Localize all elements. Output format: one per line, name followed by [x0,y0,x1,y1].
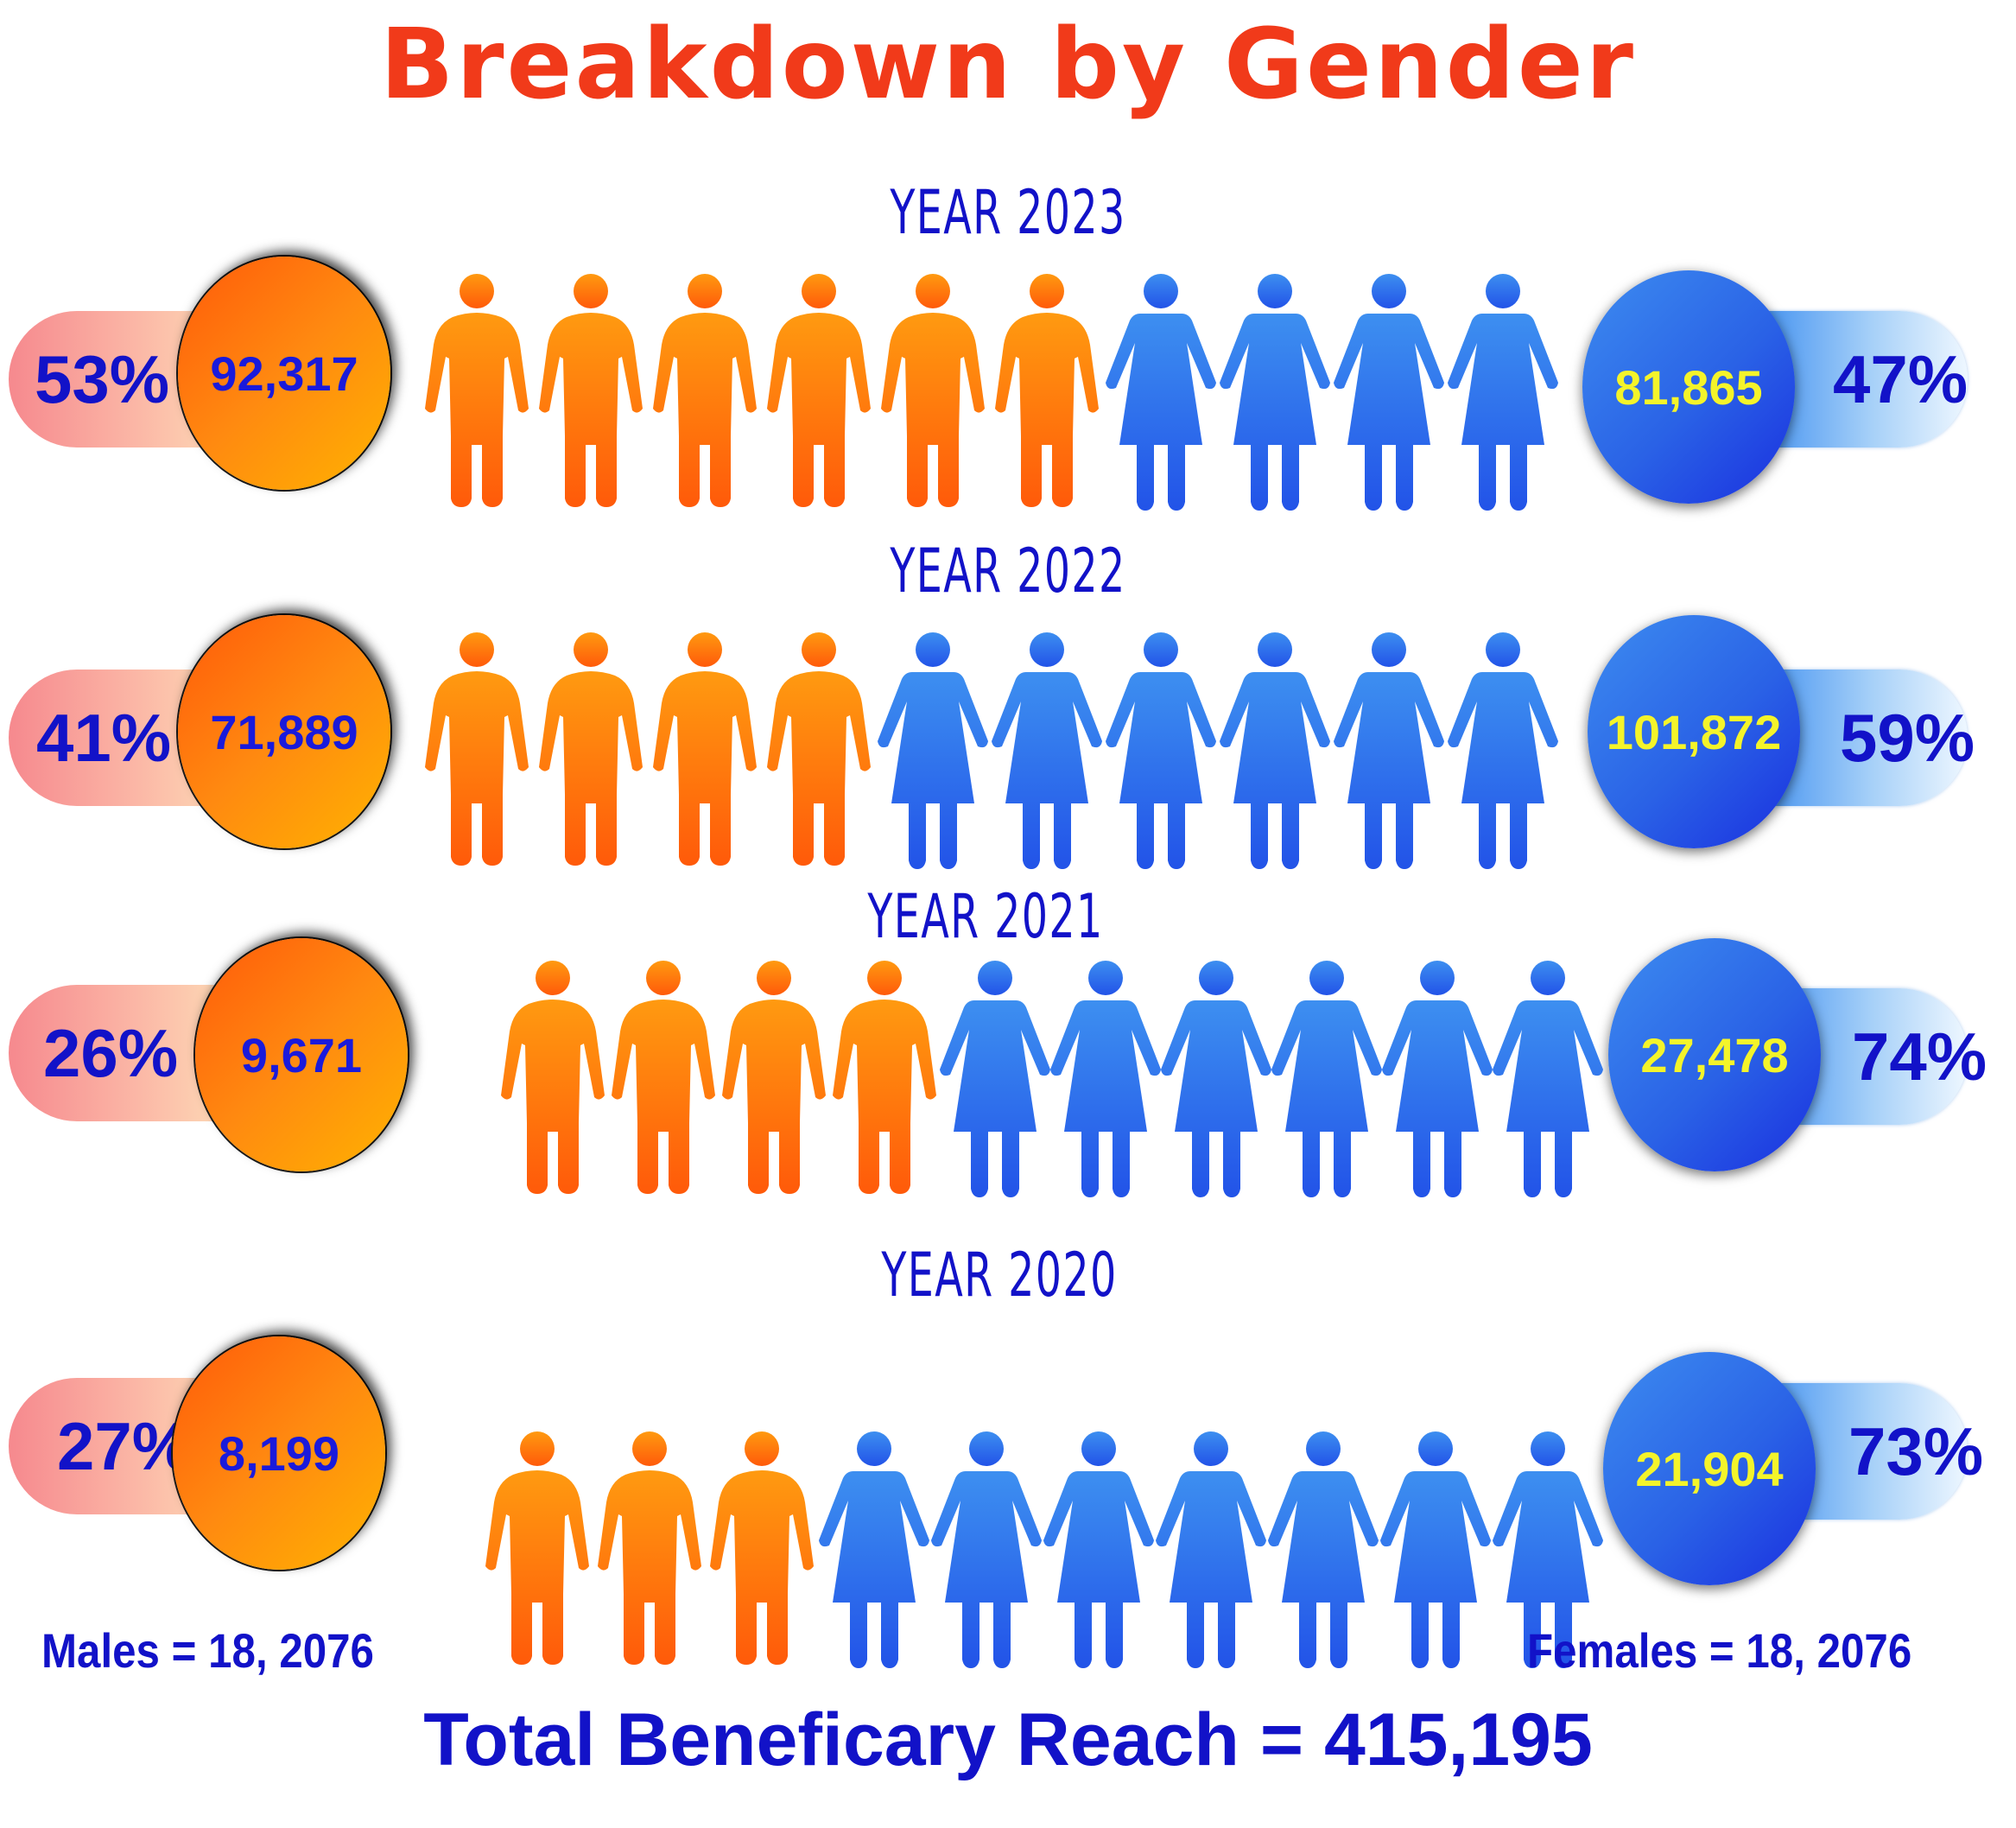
female-value-circle: 27,478 [1608,938,1821,1171]
pictogram-figures [0,881,2016,1227]
male-value-circle: 8,199 [173,1336,385,1570]
man-figure-icon [722,961,826,1194]
man-figure-icon [881,274,985,507]
woman-figure-icon [1268,1431,1379,1668]
year-row-2022: YEAR 2022 41% 59% 71,889 101,872 [0,536,2016,881]
man-figure-icon [425,274,529,507]
man-figure-icon [653,632,757,866]
female-value: 27,478 [1640,1027,1789,1082]
male-percent: 26% [43,1015,179,1091]
males-total: Males = 18, 2076 [41,1623,374,1678]
male-value-circle: 92,317 [178,257,390,490]
man-figure-icon [710,1431,814,1665]
year-label: YEAR 2022 [890,536,1126,606]
man-figure-icon [485,1431,589,1665]
chart-title: Breakdown by Gender [379,9,1637,121]
total-beneficiary-reach: Total Beneficary Reach = 415,195 [423,1698,1593,1781]
year-row-2020: YEAR 2020 27% 73% 8,199 21,904 [0,1240,2016,1668]
female-percent: 73% [1848,1413,1984,1489]
woman-figure-icon [1448,632,1558,869]
year-label: YEAR 2023 [890,177,1126,248]
man-figure-icon [653,274,757,507]
pictogram-figures [0,177,2016,523]
woman-figure-icon [1156,1431,1266,1668]
man-figure-icon [425,632,529,866]
year-row-2021: YEAR 2021 26% 74% 9,671 27,478 [0,881,2016,1227]
woman-figure-icon [1334,632,1444,869]
male-value-circle: 9,671 [195,938,408,1171]
male-value: 71,889 [210,704,358,759]
woman-figure-icon [1271,961,1382,1197]
woman-figure-icon [878,632,988,869]
man-figure-icon [539,274,643,507]
woman-figure-icon [940,961,1050,1197]
male-percent: 53% [35,341,170,417]
female-percent: 47% [1833,341,1968,417]
man-figure-icon [612,961,715,1194]
male-value: 9,671 [240,1027,363,1082]
female-value: 101,872 [1606,704,1782,759]
male-value: 92,317 [210,346,358,401]
female-value-circle: 21,904 [1603,1352,1816,1585]
woman-figure-icon [1334,274,1444,511]
female-value-circle: 81,865 [1582,270,1795,504]
man-figure-icon [501,961,605,1194]
man-figure-icon [767,632,871,866]
female-value: 81,865 [1614,359,1763,415]
woman-figure-icon [1050,961,1161,1197]
male-value-circle: 71,889 [178,615,390,848]
male-percent: 27% [57,1408,193,1484]
woman-figure-icon [1493,1431,1603,1668]
woman-figure-icon [992,632,1102,869]
man-figure-icon [539,632,643,866]
male-value: 8,199 [218,1425,340,1481]
females-total: Females = 18, 2076 [1527,1623,1912,1678]
man-figure-icon [995,274,1099,507]
year-label: YEAR 2020 [881,1240,1118,1311]
woman-figure-icon [1493,961,1603,1197]
woman-figure-icon [1220,274,1330,511]
male-percent: 41% [36,700,172,776]
pictogram-figures [0,1240,2016,1668]
woman-figure-icon [819,1431,929,1668]
woman-figure-icon [931,1431,1042,1668]
woman-figure-icon [1043,1431,1154,1668]
woman-figure-icon [1380,1431,1491,1668]
woman-figure-icon [1220,632,1330,869]
man-figure-icon [833,961,936,1194]
woman-figure-icon [1161,961,1271,1197]
female-percent: 74% [1852,1019,1987,1095]
female-percent: 59% [1840,700,1975,776]
year-label: YEAR 2021 [867,881,1104,952]
woman-figure-icon [1106,632,1216,869]
man-figure-icon [598,1431,701,1665]
man-figure-icon [767,274,871,507]
female-value-circle: 101,872 [1588,615,1800,848]
pictogram-figures [0,536,2016,881]
woman-figure-icon [1106,274,1216,511]
woman-figure-icon [1448,274,1558,511]
woman-figure-icon [1382,961,1493,1197]
year-row-2023: YEAR 2023 53% 47% 92,317 81,865 [0,177,2016,523]
female-value: 21,904 [1635,1441,1784,1496]
